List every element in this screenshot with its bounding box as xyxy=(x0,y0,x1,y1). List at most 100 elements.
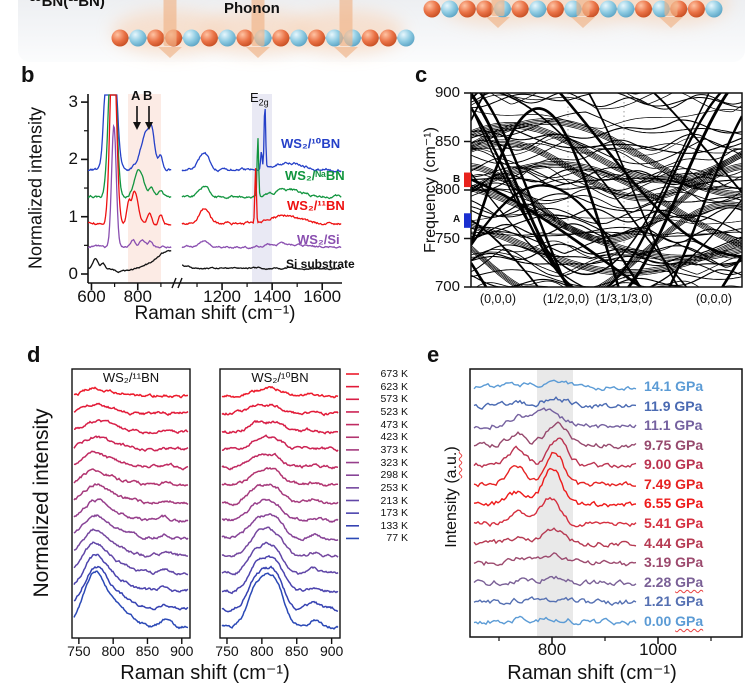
highlight-band xyxy=(128,94,161,283)
boron-atom xyxy=(361,29,379,47)
phonon-branch xyxy=(471,224,742,273)
phonon-branch xyxy=(471,204,742,287)
boron-atom xyxy=(476,0,494,18)
nitrogen-atom xyxy=(441,0,459,18)
pressure-spectrum-curve xyxy=(473,437,637,469)
raman-spectrum-curve xyxy=(181,108,342,173)
phonon-branch xyxy=(471,93,742,193)
boron-atom xyxy=(272,29,290,47)
phonon-branch xyxy=(471,93,742,109)
temperature-spectrum-curve xyxy=(221,403,339,417)
phonon-arrow xyxy=(158,0,182,58)
phonon-branch xyxy=(471,145,742,202)
pressure-spectrum-curve xyxy=(473,451,637,488)
phonon-branch xyxy=(471,139,742,196)
temperature-spectrum-curve xyxy=(221,498,339,524)
phonon-branch xyxy=(471,93,742,110)
raman-spectrum-curve xyxy=(182,264,342,271)
phonon-branch xyxy=(497,93,688,287)
temperature-spectrum-curve xyxy=(73,498,189,524)
temperature-spectrum-curve xyxy=(73,565,189,611)
nitrogen-atom xyxy=(183,29,200,47)
phonon-arrow xyxy=(486,0,510,28)
boron-atom xyxy=(236,29,254,47)
temperature-spectrum-curve xyxy=(221,385,339,399)
pressure-spectrum-curve xyxy=(473,596,637,606)
phonon-branch xyxy=(471,124,742,181)
nitrogen-atom xyxy=(705,0,723,18)
phonon-branch xyxy=(626,93,643,95)
nitrogen-atom xyxy=(129,29,147,47)
phonon-branch xyxy=(471,213,742,225)
pressure-spectrum-curve xyxy=(473,396,637,410)
boron-atom xyxy=(458,0,476,18)
phonon-branch xyxy=(471,167,742,242)
nitrogen-atom xyxy=(397,29,415,47)
temperature-spectrum-curve xyxy=(221,512,339,542)
phonon-branch xyxy=(471,223,742,272)
temperature-spectrum-curve xyxy=(221,541,339,576)
mode-marker-B xyxy=(464,172,471,188)
boron-atom xyxy=(111,29,129,47)
pressure-spectrum-curve xyxy=(473,421,637,450)
temperature-spectrum-curve xyxy=(73,386,188,399)
temperature-spectrum-curve xyxy=(73,541,189,576)
mode-marker-A xyxy=(464,213,471,228)
pressure-spectrum-curve xyxy=(473,615,637,626)
temperature-spectrum-curve xyxy=(221,419,339,435)
phonon-branch xyxy=(471,161,742,243)
phonon-branch xyxy=(471,248,742,277)
raman-spectrum-curve xyxy=(88,94,172,172)
nitrogen-atom xyxy=(326,29,343,47)
pressure-spectrum-curve xyxy=(473,467,637,508)
raman-spectrum-curve xyxy=(88,249,172,274)
raman-spectrum-curve xyxy=(181,168,342,226)
temperature-spectrum-curve xyxy=(73,528,189,558)
boron-atom xyxy=(635,0,652,18)
pressure-spectrum-curve xyxy=(473,527,637,548)
phonon-branch xyxy=(471,166,742,249)
phonon-branch xyxy=(471,164,742,240)
phonon-branch xyxy=(558,93,742,258)
pressure-spectrum-curve xyxy=(473,496,637,528)
phonon-arrow xyxy=(246,0,270,58)
phonon-arrow xyxy=(659,0,683,28)
phonon-branch xyxy=(471,133,742,151)
phonon-branch xyxy=(471,166,742,241)
phonon-branch xyxy=(490,93,674,105)
boron-atom xyxy=(147,29,165,47)
temperature-spectrum-curve xyxy=(73,450,189,471)
temperature-spectrum-curve xyxy=(221,466,339,487)
phonon-branch xyxy=(471,142,742,199)
temperature-spectrum-curve xyxy=(221,554,339,595)
phonon-branch xyxy=(471,93,742,113)
temperature-spectrum-curve xyxy=(73,553,189,593)
raman-spectrum-curve xyxy=(181,138,342,200)
nitrogen-atom xyxy=(218,29,236,47)
boron-atom xyxy=(687,0,705,18)
temperature-spectrum-curve xyxy=(73,514,189,541)
phonon-branch xyxy=(471,165,742,247)
raman-spectrum-curve xyxy=(88,123,172,249)
phonon-branch xyxy=(471,169,742,244)
temperature-spectrum-curve xyxy=(221,572,339,630)
phonon-branch xyxy=(471,226,742,238)
boron-atom xyxy=(511,0,529,18)
nitrogen-atom xyxy=(290,29,308,47)
temperature-spectrum-curve xyxy=(221,483,339,507)
phonon-branch xyxy=(471,124,742,198)
phonon-branch xyxy=(471,226,742,275)
phonon-branch xyxy=(471,202,742,287)
pressure-spectrum-curve xyxy=(473,379,637,392)
phonon-branch xyxy=(471,126,742,183)
temperature-spectrum-curve xyxy=(221,434,339,453)
phonon-branch xyxy=(471,172,742,287)
phonon-branch xyxy=(471,163,742,238)
phonon-branch xyxy=(471,288,742,303)
pressure-spectrum-curve xyxy=(473,552,637,567)
phonon-branch xyxy=(471,193,742,217)
phonon-branch xyxy=(471,119,742,141)
boron-atom xyxy=(200,29,218,47)
